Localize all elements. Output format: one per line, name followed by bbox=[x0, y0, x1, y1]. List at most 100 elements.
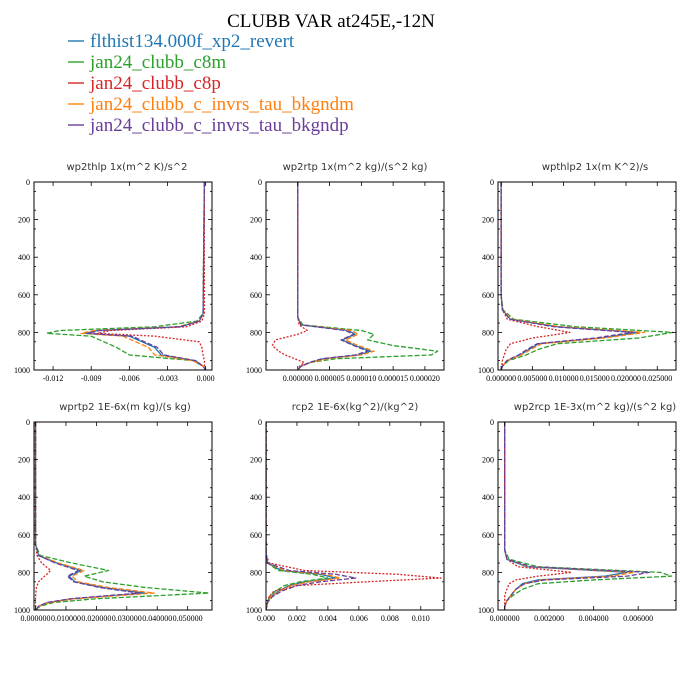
axis-frame bbox=[497, 181, 677, 371]
y-tick-label: 1000 bbox=[14, 366, 30, 375]
chart-panel: wp2thlp 1x(m^2 K)/s^2 0 200 400 600 800 1000 -0… bbox=[14, 162, 215, 383]
y-tick-label: 1000 bbox=[478, 606, 494, 615]
series-line-jan24_clubb_c_invrs_tau_bkgndm bbox=[266, 422, 341, 610]
y-tick-label: 200 bbox=[250, 456, 262, 465]
series-line-jan24_clubb_c8m bbox=[500, 182, 674, 370]
legend-item: jan24_clubb_c_invrs_tau_bkgndm bbox=[68, 94, 354, 115]
x-tick-label: 0.004000 bbox=[579, 614, 609, 623]
series-line-jan24_clubb_c8p bbox=[34, 422, 52, 610]
y-tick-label: 1000 bbox=[14, 606, 30, 615]
series-group bbox=[500, 182, 674, 370]
y-tick-label: 200 bbox=[18, 216, 30, 225]
axis-frame bbox=[33, 181, 213, 371]
series-group bbox=[46, 182, 207, 370]
axis-frame bbox=[265, 181, 445, 371]
series-line-jan24_clubb_c_invrs_tau_bkgndp bbox=[34, 422, 140, 610]
x-tick-label: 0.008 bbox=[381, 614, 399, 623]
y-tick-label: 600 bbox=[482, 531, 494, 540]
x-tick-label: 0.002 bbox=[288, 614, 306, 623]
legend-label: jan24_clubb_c8p bbox=[89, 73, 221, 94]
x-tick-label: 0.020000 bbox=[611, 374, 641, 383]
y-tick-label: 600 bbox=[482, 291, 494, 300]
series-line-flthist134.000f_xp2_revert bbox=[34, 422, 146, 610]
x-tick-label: 0.010000 bbox=[549, 374, 579, 383]
x-tick-label: 0.000000 bbox=[21, 614, 51, 623]
panel-title: wp2rtp 1x(m^2 kg)/(s^2 kg) bbox=[283, 162, 428, 173]
series-line-jan24_clubb_c8m bbox=[297, 182, 439, 370]
series-group bbox=[504, 422, 673, 610]
x-tick-label: -0.003 bbox=[157, 374, 178, 383]
y-tick-label: 800 bbox=[250, 328, 262, 337]
series-line-jan24_clubb_c8p bbox=[266, 422, 442, 610]
x-tick-label: 0.000015 bbox=[378, 374, 408, 383]
series-group bbox=[266, 422, 442, 610]
chart-panel: rcp2 1E-6x(kg^2)/(kg^2) 0 200 400 600 800 1000… bbox=[246, 402, 445, 623]
y-tick-label: 1000 bbox=[246, 606, 262, 615]
x-tick-label: 0.000020 bbox=[410, 374, 440, 383]
x-tick-label: 0.000000 bbox=[283, 374, 313, 383]
legend-item: jan24_clubb_c8m bbox=[68, 52, 226, 73]
y-tick-label: 0 bbox=[258, 178, 262, 187]
x-tick-label: -0.006 bbox=[119, 374, 140, 383]
y-tick-label: 800 bbox=[250, 568, 262, 577]
x-tick-label: 0.020000 bbox=[81, 614, 111, 623]
y-tick-label: 200 bbox=[18, 456, 30, 465]
x-tick-label: 0.000005 bbox=[315, 374, 345, 383]
x-tick-label: -0.009 bbox=[81, 374, 102, 383]
axis-frame bbox=[265, 421, 445, 611]
legend-item: jan24_clubb_c_invrs_tau_bkgndp bbox=[68, 115, 349, 136]
y-tick-label: 0 bbox=[490, 418, 494, 427]
y-tick-label: 800 bbox=[18, 568, 30, 577]
x-tick-label: 0.000 bbox=[257, 614, 275, 623]
axis-frame bbox=[497, 421, 677, 611]
x-tick-label: 0.006 bbox=[350, 614, 368, 623]
series-line-jan24_clubb_c_invrs_tau_bkgndm bbox=[504, 422, 635, 610]
series-line-jan24_clubb_c8m bbox=[46, 182, 207, 370]
y-tick-label: 400 bbox=[482, 493, 494, 502]
y-tick-label: 800 bbox=[18, 328, 30, 337]
legend: flthist134.000f_xp2_revertjan24_clubb_c8… bbox=[68, 31, 354, 136]
y-tick-label: 200 bbox=[250, 216, 262, 225]
x-tick-label: 0.025000 bbox=[642, 374, 672, 383]
y-tick-label: 1000 bbox=[246, 366, 262, 375]
legend-item: jan24_clubb_c8p bbox=[68, 73, 221, 94]
chart-panel: wp2rcp 1E-3x(m^2 kg)/(s^2 kg) 0 200 400 600 8… bbox=[478, 402, 677, 623]
panel-title: wprtp2 1E-6x(m kg)/(s kg) bbox=[59, 402, 191, 413]
y-tick-label: 200 bbox=[482, 216, 494, 225]
x-tick-label: 0.015000 bbox=[580, 374, 610, 383]
series-line-jan24_clubb_c_invrs_tau_bkgndm bbox=[34, 422, 155, 610]
series-line-jan24_clubb_c_invrs_tau_bkgndp bbox=[500, 182, 633, 370]
series-line-jan24_clubb_c8p bbox=[96, 182, 207, 370]
x-tick-label: 0.030000 bbox=[112, 614, 142, 623]
y-tick-label: 400 bbox=[250, 493, 262, 502]
legend-label: jan24_clubb_c_invrs_tau_bkgndm bbox=[89, 94, 354, 115]
x-tick-label: 0.010000 bbox=[51, 614, 81, 623]
y-tick-label: 600 bbox=[18, 291, 30, 300]
legend-label: flthist134.000f_xp2_revert bbox=[90, 31, 295, 52]
y-tick-label: 600 bbox=[18, 531, 30, 540]
x-tick-label: 0.000 bbox=[197, 374, 215, 383]
x-tick-label: 0.010 bbox=[412, 614, 430, 623]
x-tick-label: 0.000000 bbox=[490, 614, 520, 623]
y-tick-label: 400 bbox=[18, 493, 30, 502]
chart-panel: wprtp2 1E-6x(m kg)/(s kg) 0 200 400 600 800 10… bbox=[14, 402, 213, 623]
panel-title: wp2rcp 1E-3x(m^2 kg)/(s^2 kg) bbox=[514, 402, 677, 413]
series-line-jan24_clubb_c8p bbox=[271, 182, 308, 370]
x-tick-label: 0.000010 bbox=[346, 374, 376, 383]
legend-label: jan24_clubb_c8m bbox=[89, 52, 226, 73]
series-line-jan24_clubb_c8m bbox=[34, 422, 210, 610]
legend-label: jan24_clubb_c_invrs_tau_bkgndp bbox=[89, 115, 349, 136]
figure-title: CLUBB VAR at245E,-12N bbox=[227, 11, 435, 32]
axis-frame bbox=[33, 421, 213, 611]
panel-title: rcp2 1E-6x(kg^2)/(kg^2) bbox=[292, 402, 419, 413]
y-tick-label: 800 bbox=[482, 568, 494, 577]
series-group bbox=[34, 422, 210, 610]
y-tick-label: 0 bbox=[490, 178, 494, 187]
y-tick-label: 0 bbox=[26, 178, 30, 187]
x-tick-label: -0.012 bbox=[43, 374, 64, 383]
y-tick-label: 600 bbox=[250, 531, 262, 540]
y-tick-label: 400 bbox=[250, 253, 262, 262]
series-line-jan24_clubb_c_invrs_tau_bkgndm bbox=[500, 182, 646, 370]
y-tick-label: 0 bbox=[258, 418, 262, 427]
